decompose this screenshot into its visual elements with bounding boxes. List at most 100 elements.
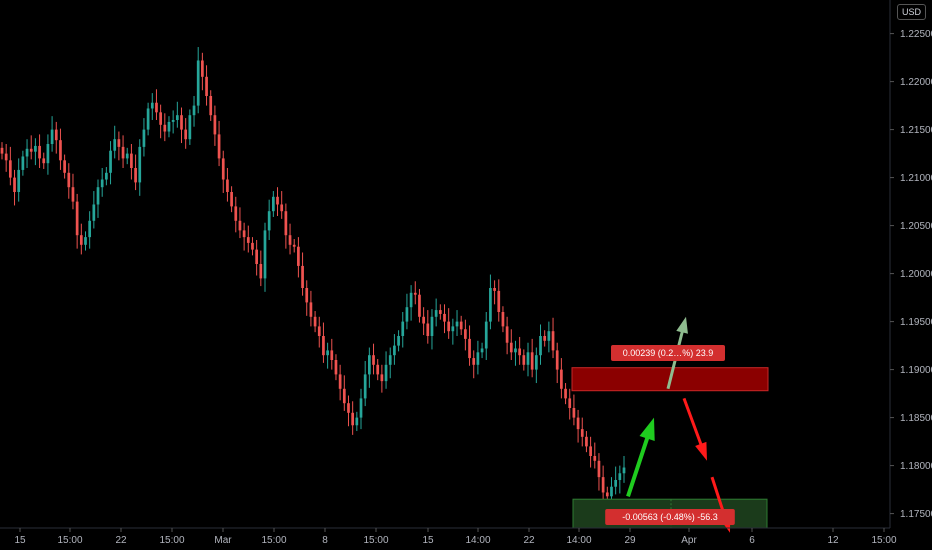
time-tick-label: 15:00: [363, 535, 388, 546]
candle-body: [196, 60, 200, 106]
candle: [472, 350, 476, 379]
price-tick-label: 1.22000: [900, 77, 932, 88]
time-tick-label: 6: [749, 535, 755, 546]
candle-body: [180, 115, 183, 130]
candle: [4, 144, 8, 172]
candle-body: [476, 352, 480, 365]
candle: [447, 308, 451, 339]
candle: [568, 388, 572, 420]
candle-body: [443, 313, 446, 322]
candle-body: [246, 237, 250, 243]
candle-body: [100, 179, 104, 188]
candle-body: [384, 364, 388, 382]
candle-body: [96, 187, 100, 205]
time-tick-label: 14:00: [566, 535, 591, 546]
arrow-up-green[interactable]: [626, 417, 655, 497]
candle: [555, 342, 559, 384]
candle-body: [489, 288, 492, 322]
candle-body: [422, 316, 425, 324]
candle: [267, 199, 271, 240]
candle-body: [380, 374, 384, 382]
candle-body: [29, 148, 33, 152]
candle: [276, 187, 279, 216]
candle-body: [363, 374, 367, 399]
candle-body: [355, 417, 359, 426]
candle: [313, 311, 317, 333]
time-tick-label: Apr: [681, 535, 697, 546]
candle-body: [175, 115, 179, 120]
candle-body: [209, 96, 213, 116]
candle: [413, 281, 417, 305]
candle-body: [622, 467, 626, 474]
candle: [109, 141, 112, 185]
measure-badges: 0.00239 (0.2…%) 23.9 -0.00563 (-0.48%) -5…: [605, 345, 735, 525]
candle: [280, 191, 284, 219]
candle-body: [589, 446, 592, 456]
candle: [372, 343, 375, 375]
time-tick-label: 15:00: [871, 535, 896, 546]
price-tick-label: 1.18500: [900, 413, 932, 424]
candle: [380, 364, 384, 393]
candle: [42, 152, 46, 169]
candle-body: [21, 156, 25, 170]
candle-body: [605, 492, 609, 497]
candle-body: [38, 145, 41, 159]
candle: [305, 280, 309, 316]
candle-body: [418, 294, 421, 317]
candle: [155, 89, 158, 120]
candle: [238, 207, 242, 239]
candle: [317, 316, 321, 348]
candle: [288, 223, 292, 255]
candle: [21, 150, 25, 176]
candle: [309, 290, 313, 327]
candle: [351, 401, 355, 435]
candle: [92, 191, 96, 229]
candle-body: [109, 150, 112, 173]
candle-body: [217, 134, 221, 159]
candle: [201, 52, 204, 91]
support-measure-badge: -0.00563 (-0.48%) -56.3: [605, 509, 735, 525]
candle: [130, 144, 133, 180]
candle-body: [564, 388, 567, 399]
support-measure-badge-text: -0.00563 (-0.48%) -56.3: [622, 512, 718, 522]
candle-body: [280, 204, 284, 212]
candlestick-series: [0, 47, 626, 508]
currency-label[interactable]: USD: [896, 4, 926, 20]
candle: [367, 347, 371, 388]
candle-body: [347, 403, 350, 413]
candle-body: [614, 480, 618, 487]
candle: [334, 354, 338, 381]
candle-body: [88, 220, 92, 238]
candle-body: [551, 331, 555, 351]
time-tick-label: 22: [523, 535, 535, 546]
time-tick-label: 15:00: [57, 535, 82, 546]
candle: [409, 285, 413, 321]
candle-body: [259, 264, 263, 279]
candle: [601, 465, 605, 503]
candle: [117, 131, 121, 161]
candle: [217, 120, 221, 167]
candle: [509, 329, 513, 360]
candle: [175, 101, 179, 128]
candle-body: [251, 242, 254, 250]
candle-body: [234, 206, 238, 221]
arrow-down-red[interactable]: [682, 397, 707, 461]
candle-body: [63, 160, 66, 173]
candle-body: [334, 360, 338, 375]
candle-body: [326, 350, 329, 356]
candle: [497, 279, 501, 322]
candle-body: [501, 312, 505, 327]
candle: [501, 306, 505, 333]
candle-body: [138, 146, 142, 183]
candle-body: [267, 211, 271, 231]
candle: [480, 342, 484, 359]
time-tick-label: 29: [624, 535, 636, 546]
candle-body: [301, 265, 304, 288]
candle-body: [338, 374, 342, 389]
price-zones: [571, 367, 769, 529]
candle-body: [84, 237, 87, 245]
candle-body: [155, 102, 158, 113]
candle-body: [322, 336, 325, 356]
candle: [443, 304, 446, 334]
